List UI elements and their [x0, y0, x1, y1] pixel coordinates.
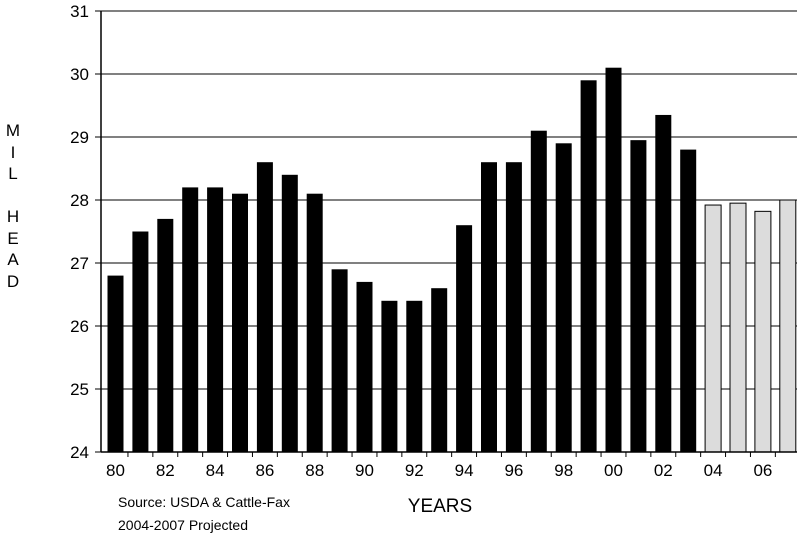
y-axis-title-letter: E [7, 228, 19, 248]
y-axis-title-letter: I [10, 142, 16, 162]
x-tick-label: 82 [156, 461, 175, 480]
y-axis-title-letter: M [5, 121, 21, 140]
y-axis-title-letter: D [6, 271, 20, 291]
y-tick-label: 30 [70, 65, 89, 84]
y-axis-title-letter: A [7, 250, 19, 269]
bar [555, 143, 572, 453]
axes [95, 10, 797, 457]
bar-projected [754, 210, 772, 453]
x-tick-label: 80 [106, 461, 125, 480]
bar [431, 288, 448, 452]
bar [406, 300, 423, 452]
y-tick-label: 26 [70, 317, 89, 336]
bar [256, 162, 273, 452]
x-tick-label: 86 [255, 461, 274, 480]
bar-projected [704, 204, 722, 453]
y-tick-label: 29 [70, 128, 89, 147]
bar [232, 193, 248, 452]
y-tick-label: 27 [70, 254, 89, 273]
y-tick-label: 31 [70, 2, 89, 21]
bar [157, 218, 174, 452]
x-tick-label: 06 [753, 461, 772, 480]
bar [505, 162, 522, 452]
bar-projected [729, 202, 747, 453]
source-note: Source: USDA & Cattle-Fax [118, 494, 290, 510]
bar [580, 80, 597, 453]
y-tick-label: 24 [70, 443, 89, 462]
y-axis-title-letter: H [6, 207, 20, 226]
bar [281, 174, 298, 453]
x-tick-label: 96 [504, 461, 523, 480]
bar [331, 269, 348, 452]
bar-projected [779, 199, 797, 453]
bar [680, 149, 697, 452]
bar [630, 140, 647, 452]
bar [605, 67, 622, 452]
bar [182, 187, 199, 452]
x-axis-title: YEARS [408, 496, 472, 517]
x-tick-label: 98 [554, 461, 573, 480]
projection-note: 2004-2007 Projected [118, 517, 248, 533]
y-tick-label: 28 [70, 191, 89, 210]
x-tick-label: 94 [455, 461, 474, 480]
bar [481, 162, 497, 452]
bar [381, 300, 398, 452]
y-tick-labels: 24 25 26 27 28 29 30 31 [70, 2, 89, 462]
x-tick-label: 84 [206, 461, 225, 480]
y-axis-title-letter: L [8, 164, 18, 183]
x-tick-label: 04 [704, 461, 723, 480]
bar [107, 275, 124, 452]
x-tick-label: 02 [654, 461, 673, 480]
bar [655, 114, 672, 452]
bar [132, 231, 149, 452]
bar [207, 187, 224, 452]
x-tick-label: 92 [405, 461, 424, 480]
x-tick-labels: 80 82 84 86 88 90 92 94 96 98 00 02 04 06 [106, 461, 772, 480]
bar [530, 130, 547, 452]
y-tick-label: 25 [70, 380, 89, 399]
bar [356, 281, 373, 452]
bar [306, 193, 323, 452]
bars [107, 67, 797, 453]
x-tick-label: 90 [355, 461, 374, 480]
x-tick-label: 88 [305, 461, 324, 480]
x-tick-label: 00 [604, 461, 623, 480]
bar [456, 225, 473, 452]
